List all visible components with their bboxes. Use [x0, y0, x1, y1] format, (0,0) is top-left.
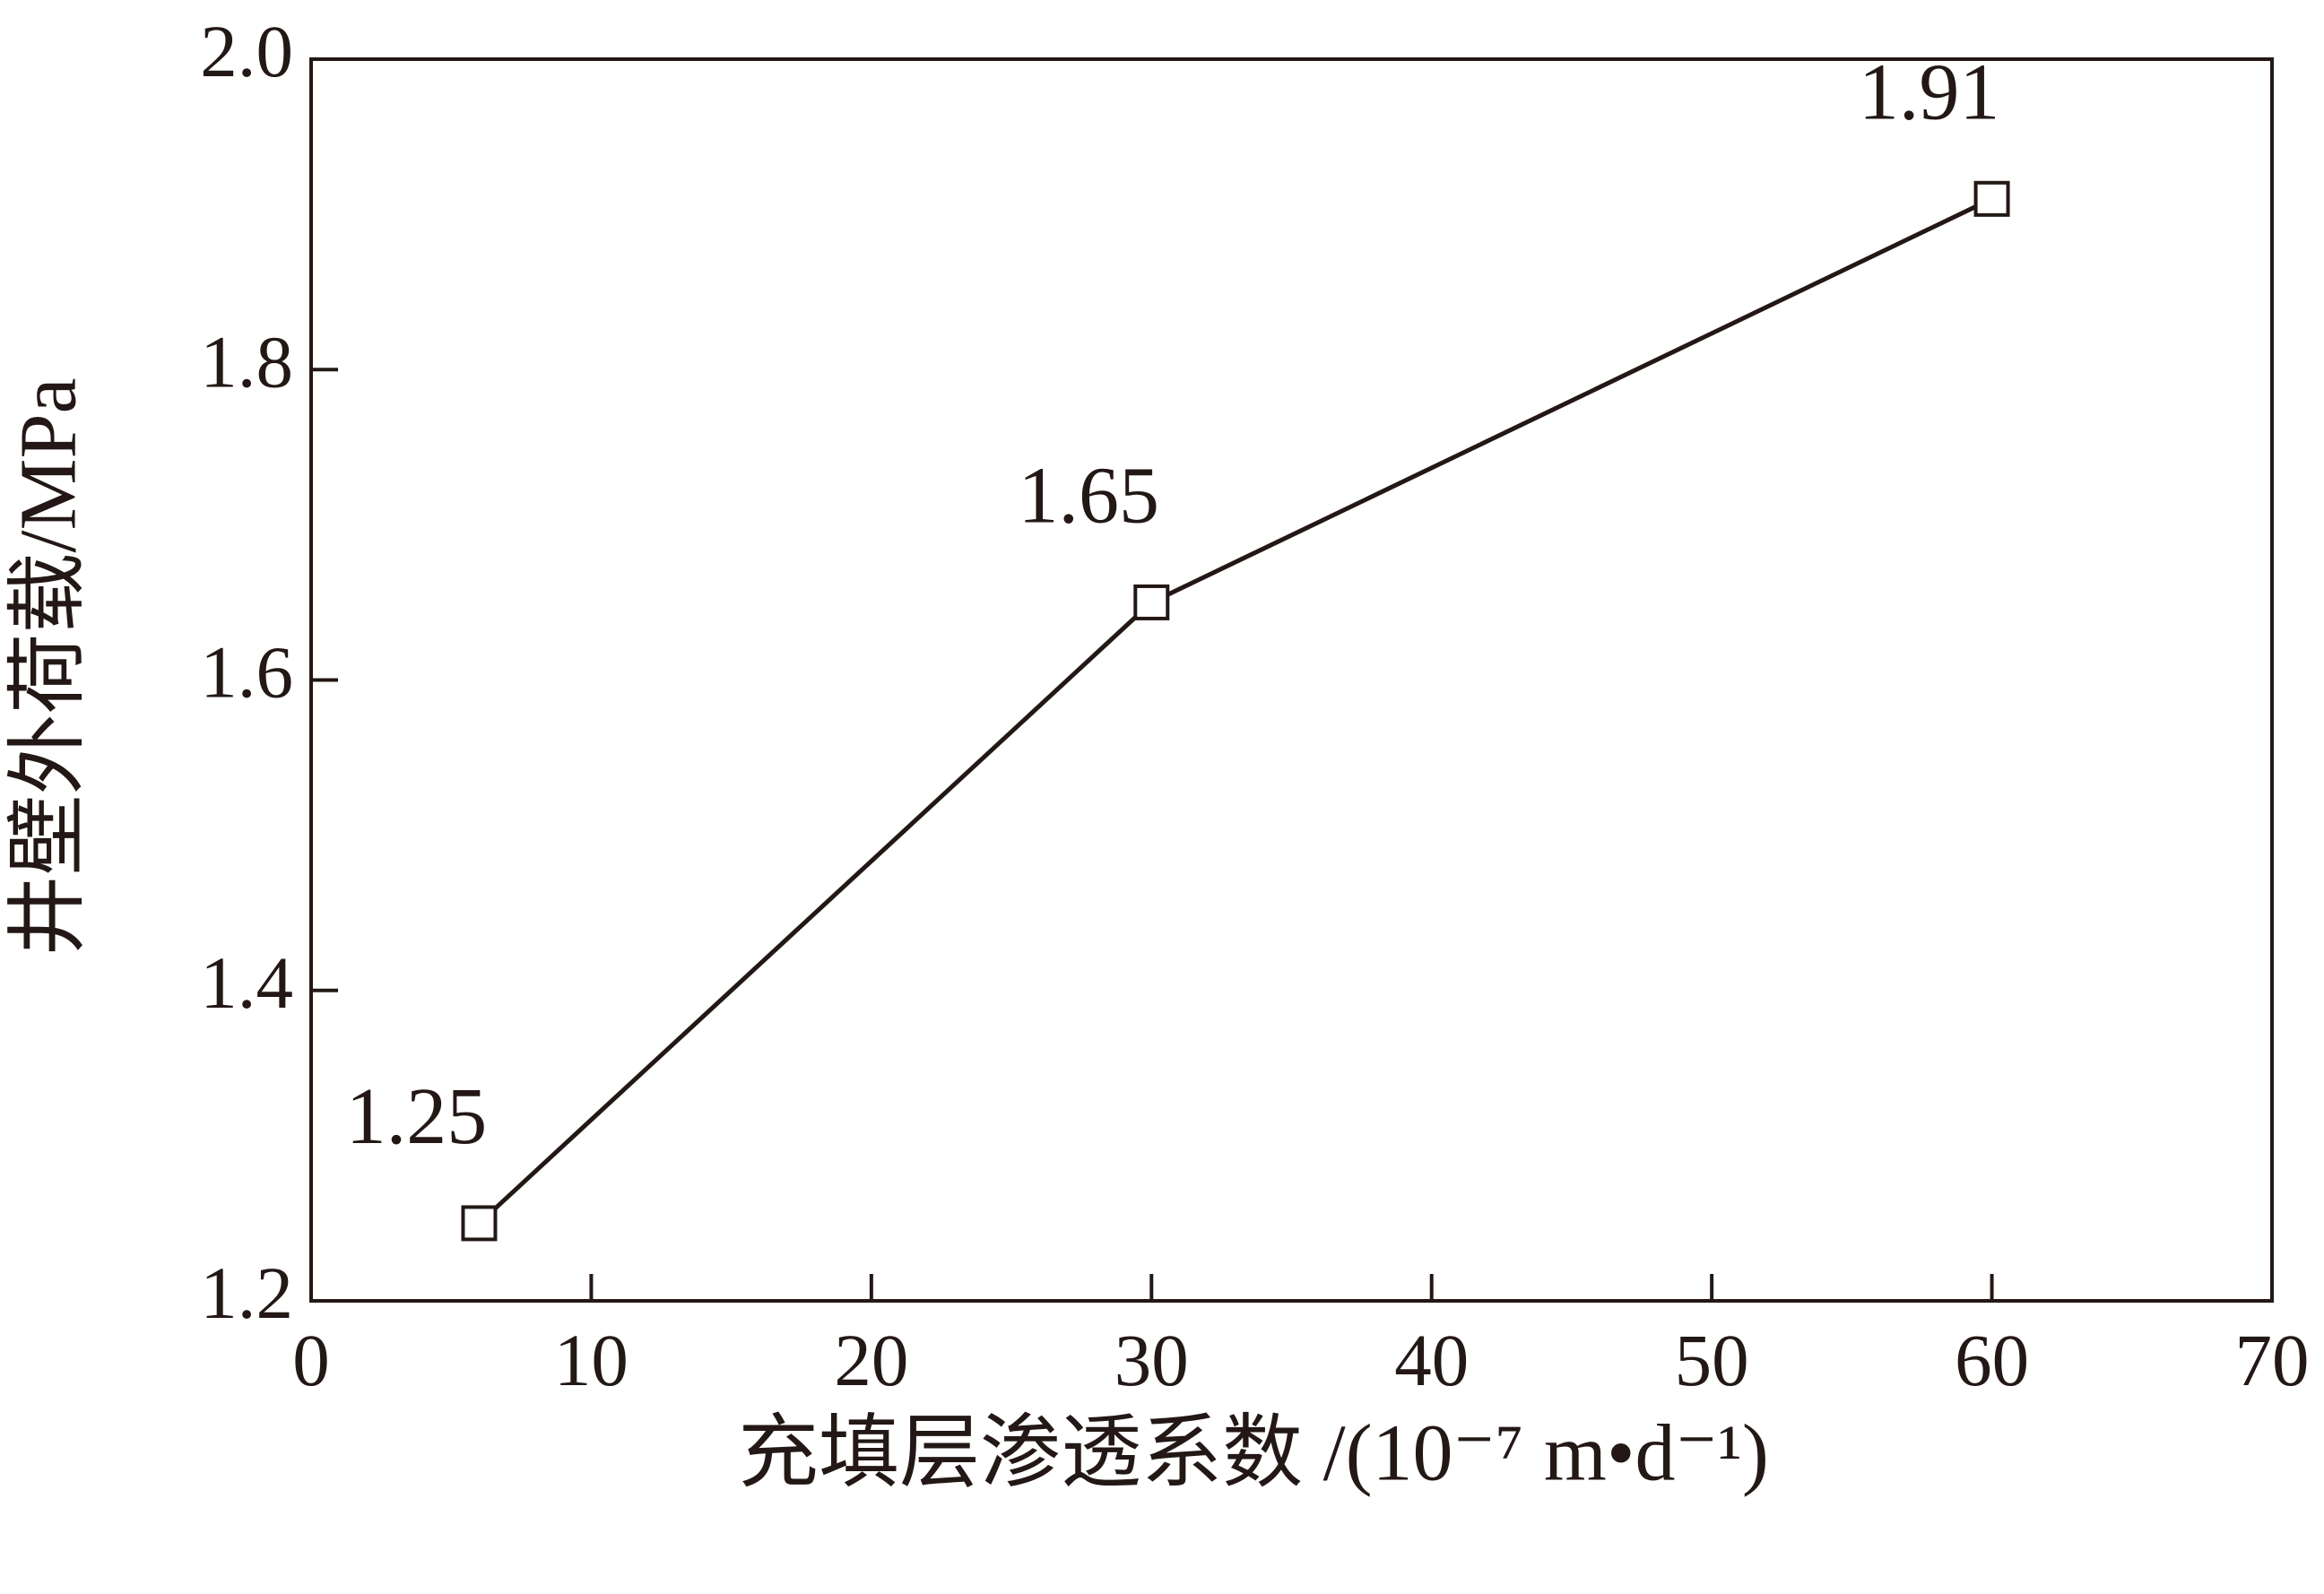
x-tick-label: 0: [292, 1319, 330, 1401]
x-tick-label: 20: [834, 1319, 908, 1401]
x-axis-label: 充填层渗透系数 /(10⁻⁷ m•d⁻¹): [738, 1409, 1769, 1498]
x-tick-label: 30: [1114, 1319, 1189, 1401]
y-tick-label: 1.2: [200, 1252, 293, 1334]
data-label: 1.91: [1859, 48, 2000, 136]
y-tick-label: 1.8: [200, 320, 293, 403]
data-label: 1.65: [1019, 452, 1160, 541]
series-line: [477, 196, 1993, 1226]
y-tick-label: 2.0: [200, 10, 293, 92]
plot-frame: [309, 57, 2274, 1303]
point-marker: [1133, 584, 1170, 620]
y-tick-label: 1.6: [200, 631, 293, 714]
point-marker: [1973, 180, 2010, 217]
data-label: 1.25: [346, 1072, 488, 1161]
x-tick-label: 60: [1955, 1319, 2029, 1401]
x-tick-label: 40: [1394, 1319, 1469, 1401]
point-marker: [461, 1205, 498, 1242]
y-axis-label: 井壁外荷载/MPa: [4, 377, 93, 956]
x-tick-label: 10: [554, 1319, 629, 1401]
y-tick-label: 1.4: [200, 941, 293, 1024]
x-tick-label: 70: [2235, 1319, 2310, 1401]
x-tick-label: 50: [1675, 1319, 1749, 1401]
